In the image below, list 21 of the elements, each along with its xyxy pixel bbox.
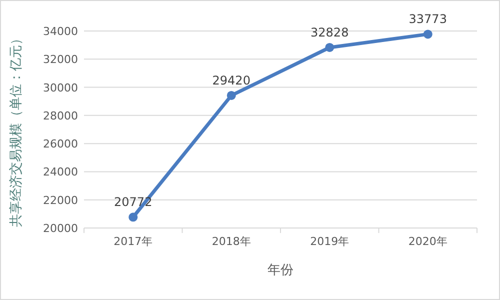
- y-axis-title: 共享经济交易规模（单位：亿元）: [8, 32, 24, 227]
- point: [226, 90, 236, 100]
- point: [423, 30, 432, 39]
- y-tick-label: 20000: [43, 222, 78, 235]
- x-axis-title: 年份: [268, 263, 294, 278]
- point: [325, 42, 334, 52]
- y-tick-label: 30000: [43, 81, 78, 94]
- data-label: 32828: [310, 25, 349, 40]
- x-tick-label: 2018年: [212, 235, 251, 248]
- x-tick-label: 2019年: [310, 235, 350, 248]
- data-label: 29420: [212, 73, 250, 88]
- y-tick-label: 26000: [43, 138, 78, 151]
- y-tick-label: 24000: [43, 166, 78, 179]
- x-tick-label: 2017年: [114, 235, 153, 248]
- point: [128, 212, 138, 222]
- x-tick-label: 2020年: [408, 235, 448, 248]
- data-label: 33773: [408, 12, 447, 26]
- y-tick-label: 34000: [43, 25, 78, 38]
- y-tick-label: 28000: [43, 109, 78, 122]
- y-tick-label: 32000: [43, 53, 78, 66]
- y-tick-label: 22000: [43, 194, 78, 207]
